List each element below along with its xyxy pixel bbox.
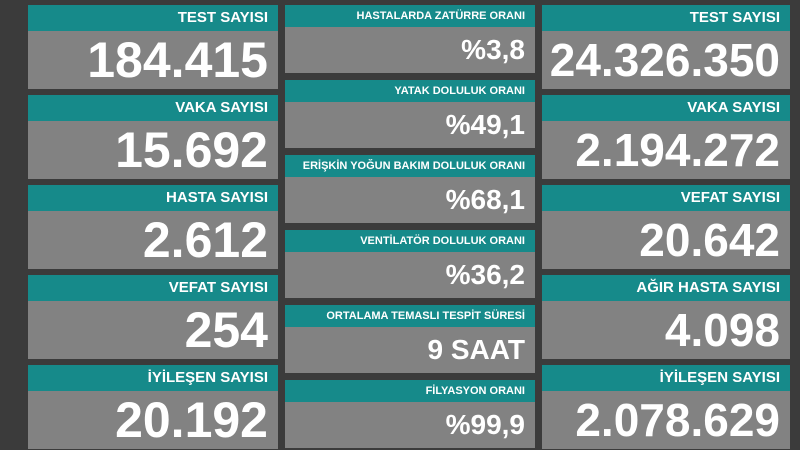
card-label: ORTALAMA TEMASLI TESPİT SÜRESİ bbox=[285, 305, 535, 327]
stat-card: TEST SAYISI 24.326.350 bbox=[542, 5, 790, 89]
card-value: 184.415 bbox=[28, 31, 278, 89]
stat-card: HASTALARDA ZATÜRRE ORANI %3,8 bbox=[285, 5, 535, 73]
card-label: FİLYASYON ORANI bbox=[285, 380, 535, 402]
card-value: 2.194.272 bbox=[542, 121, 790, 179]
stat-card: VAKA SAYISI 15.692 bbox=[28, 95, 278, 179]
card-label: VEFAT SAYISI bbox=[28, 275, 278, 301]
card-label: HASTALARDA ZATÜRRE ORANI bbox=[285, 5, 535, 27]
card-label: İYİLEŞEN SAYISI bbox=[28, 365, 278, 391]
card-label: AĞIR HASTA SAYISI bbox=[542, 275, 790, 301]
card-label: TEST SAYISI bbox=[28, 5, 278, 31]
card-label: HASTA SAYISI bbox=[28, 185, 278, 211]
card-label: TEST SAYISI bbox=[542, 5, 790, 31]
stat-card: VENTİLATÖR DOLULUK ORANI %36,2 bbox=[285, 230, 535, 298]
card-label: VAKA SAYISI bbox=[542, 95, 790, 121]
stat-card: VAKA SAYISI 2.194.272 bbox=[542, 95, 790, 179]
card-label: VEFAT SAYISI bbox=[542, 185, 790, 211]
card-value: %36,2 bbox=[285, 252, 535, 298]
stat-card: FİLYASYON ORANI %99,9 bbox=[285, 380, 535, 448]
card-value: 15.692 bbox=[28, 121, 278, 179]
stat-card: İYİLEŞEN SAYISI 2.078.629 bbox=[542, 365, 790, 449]
stat-card: VEFAT SAYISI 20.642 bbox=[542, 185, 790, 269]
card-value: 4.098 bbox=[542, 301, 790, 359]
card-value: 2.612 bbox=[28, 211, 278, 269]
card-value: 2.078.629 bbox=[542, 391, 790, 449]
card-value: %3,8 bbox=[285, 27, 535, 73]
card-value: %49,1 bbox=[285, 102, 535, 148]
card-value: 20.192 bbox=[28, 391, 278, 449]
stat-card: YATAK DOLULUK ORANI %49,1 bbox=[285, 80, 535, 148]
card-label: İYİLEŞEN SAYISI bbox=[542, 365, 790, 391]
stat-card: TEST SAYISI 184.415 bbox=[28, 5, 278, 89]
card-label: VAKA SAYISI bbox=[28, 95, 278, 121]
stat-card: ORTALAMA TEMASLI TESPİT SÜRESİ 9 SAAT bbox=[285, 305, 535, 373]
stat-card: HASTA SAYISI 2.612 bbox=[28, 185, 278, 269]
card-value: 20.642 bbox=[542, 211, 790, 269]
card-value: 254 bbox=[28, 301, 278, 359]
card-label: YATAK DOLULUK ORANI bbox=[285, 80, 535, 102]
stat-card: İYİLEŞEN SAYISI 20.192 bbox=[28, 365, 278, 449]
stat-card: AĞIR HASTA SAYISI 4.098 bbox=[542, 275, 790, 359]
card-value: 9 SAAT bbox=[285, 327, 535, 373]
stat-card: ERİŞKİN YOĞUN BAKIM DOLULUK ORANI %68,1 bbox=[285, 155, 535, 223]
stat-card: VEFAT SAYISI 254 bbox=[28, 275, 278, 359]
card-label: ERİŞKİN YOĞUN BAKIM DOLULUK ORANI bbox=[285, 155, 535, 177]
card-label: VENTİLATÖR DOLULUK ORANI bbox=[285, 230, 535, 252]
card-value: 24.326.350 bbox=[542, 31, 790, 89]
card-value: %99,9 bbox=[285, 402, 535, 448]
card-value: %68,1 bbox=[285, 177, 535, 223]
